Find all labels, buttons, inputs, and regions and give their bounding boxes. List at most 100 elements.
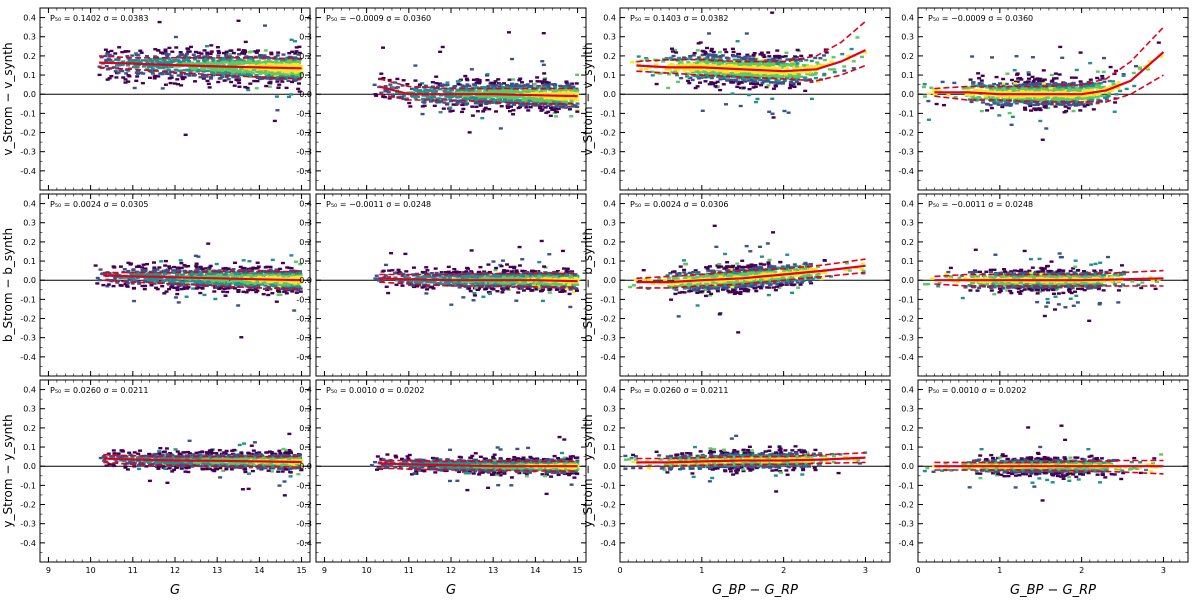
scatter-points — [372, 31, 580, 134]
data-point — [226, 57, 231, 61]
data-point — [216, 59, 221, 63]
data-point — [736, 74, 741, 77]
data-point — [677, 56, 682, 60]
data-point — [293, 40, 298, 43]
data-point — [429, 86, 434, 89]
data-point — [163, 83, 168, 86]
data-point — [998, 82, 1003, 85]
data-point — [437, 101, 442, 104]
data-point — [450, 109, 455, 113]
data-point — [200, 65, 205, 69]
data-point — [1015, 73, 1020, 76]
data-point — [250, 71, 255, 75]
data-point — [198, 75, 203, 79]
data-point — [520, 84, 525, 87]
data-point — [273, 69, 278, 73]
data-point — [1046, 106, 1051, 110]
data-point — [420, 97, 425, 101]
data-point — [491, 81, 496, 85]
data-point — [983, 97, 988, 100]
data-point — [460, 84, 465, 87]
data-point — [1009, 88, 1014, 91]
data-point — [506, 99, 511, 103]
data-point — [546, 87, 551, 91]
data-point — [490, 98, 495, 101]
y-tick-label: 0.4 — [23, 14, 36, 23]
data-point — [497, 85, 502, 88]
data-point — [279, 78, 284, 81]
data-point — [224, 50, 229, 54]
data-point — [286, 71, 291, 74]
data-point — [1131, 71, 1136, 75]
data-point — [753, 85, 758, 88]
data-point — [470, 89, 475, 92]
data-point — [279, 61, 284, 64]
y-tick-label: 0.4 — [299, 14, 312, 23]
data-point — [428, 100, 433, 103]
data-point — [447, 87, 452, 91]
trend-upper-line — [934, 26, 1165, 90]
data-point — [524, 106, 529, 109]
data-point — [236, 304, 241, 307]
data-point — [513, 89, 518, 92]
data-point — [569, 96, 574, 100]
data-point — [533, 88, 538, 92]
data-point — [559, 89, 564, 92]
data-point — [507, 97, 512, 100]
data-point — [644, 67, 649, 71]
data-point — [1044, 101, 1049, 105]
data-point — [730, 92, 735, 95]
data-point — [763, 64, 768, 68]
data-point — [711, 55, 716, 58]
data-point — [247, 51, 252, 54]
data-point — [222, 79, 227, 82]
data-point — [1103, 91, 1108, 94]
data-point — [752, 52, 757, 55]
plot-frame — [619, 7, 891, 191]
data-point — [478, 104, 483, 107]
data-point — [971, 83, 976, 86]
data-point — [538, 99, 543, 103]
data-point — [1073, 91, 1078, 94]
data-point — [1040, 138, 1045, 141]
data-point — [248, 70, 253, 74]
data-point — [1080, 97, 1085, 100]
data-point — [558, 105, 563, 109]
data-point — [214, 61, 219, 65]
data-point — [517, 100, 522, 103]
data-point — [1028, 104, 1033, 108]
data-point — [1098, 81, 1103, 85]
data-point — [1041, 87, 1046, 91]
data-point — [1075, 96, 1080, 100]
data-point — [560, 92, 565, 95]
data-point — [291, 78, 296, 81]
data-point — [274, 95, 279, 98]
data-point — [202, 293, 207, 297]
data-point — [719, 76, 724, 79]
data-point — [771, 65, 776, 69]
data-point — [290, 50, 295, 53]
data-point — [211, 59, 216, 63]
data-point — [741, 75, 746, 78]
data-point — [234, 78, 239, 82]
data-point — [422, 104, 427, 107]
data-point — [455, 101, 460, 104]
data-point — [1027, 77, 1032, 80]
data-point — [109, 75, 114, 78]
data-point — [726, 57, 731, 60]
data-point — [818, 57, 823, 60]
data-point — [763, 73, 768, 76]
data-point — [203, 74, 208, 78]
data-point — [474, 105, 479, 108]
data-point — [434, 100, 439, 103]
data-point — [770, 97, 775, 100]
data-point — [738, 58, 743, 62]
data-point — [1047, 89, 1052, 92]
data-point — [130, 59, 135, 62]
data-point — [161, 52, 166, 55]
data-point — [1013, 82, 1018, 85]
trend-upper-line — [636, 20, 867, 63]
plot-frame — [39, 7, 311, 191]
data-point — [294, 71, 299, 74]
data-point — [736, 55, 741, 59]
